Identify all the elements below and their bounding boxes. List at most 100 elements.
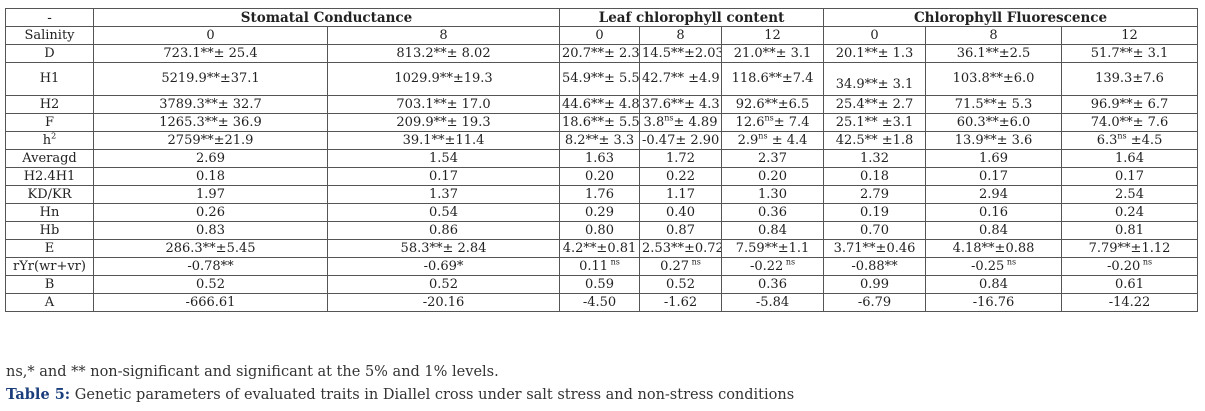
- table-cell: -6.79: [823, 293, 927, 312]
- table-cell: 0.52: [93, 275, 328, 294]
- cell-value: -0.22: [749, 258, 784, 274]
- table-cell: 1.72: [639, 149, 723, 168]
- cell-value: 0.61: [1115, 276, 1144, 292]
- table-cell: 71.5**± 5.3: [925, 95, 1063, 114]
- cell-value: 0.20: [758, 168, 787, 184]
- cell-value: 2.79: [860, 186, 889, 202]
- cell-value: 0.22: [666, 168, 695, 184]
- cell-value: 118.6**±7.4: [731, 71, 814, 86]
- table-row: H2 3789.3**± 32.7 703.1**± 17.0 44.6**± 4.8…: [5, 95, 1199, 114]
- table-cell: 4.2**±0.81: [559, 239, 641, 258]
- table-cell: -666.61: [93, 293, 328, 312]
- table-row: H2.4H1 0.18 0.17 0.20 0.22 0.20 0.18 0.17 0.17: [5, 167, 1199, 186]
- salinity-level: 12: [721, 26, 825, 45]
- table-cell: 0.61: [1061, 275, 1199, 294]
- table-cell: 103.8**±6.0: [925, 62, 1063, 96]
- row-label: h2: [5, 131, 94, 150]
- table-cell: 0.52: [639, 275, 723, 294]
- cell-value: -1.62: [663, 294, 698, 310]
- cell-value: 4.2**±0.81: [562, 240, 637, 256]
- cell-value: 36.1**±2.5: [956, 45, 1031, 61]
- row-label: B: [5, 275, 94, 294]
- table-cell: 74.0**± 7.6: [1061, 113, 1199, 132]
- cell-value: 103.8**±6.0: [952, 71, 1035, 86]
- table-row: KD/KR 1.97 1.37 1.76 1.17 1.30 2.79 2.94 2.54: [5, 185, 1199, 204]
- cell-value: 0.84: [979, 222, 1008, 238]
- cell-value: 0.81: [1115, 222, 1144, 238]
- table-footnote: ns,* and ** non-significant and signific…: [6, 364, 499, 380]
- table-cell: 42.5** ±1.8: [823, 131, 927, 150]
- table-row: A -666.61 -20.16 -4.50 -1.62 -5.84 -6.79 -16.76…: [5, 293, 1199, 312]
- table-cell: 1029.9**±19.3: [326, 62, 561, 96]
- table-cell: 96.9**± 6.7: [1061, 95, 1199, 114]
- row-label: H2.4H1: [5, 167, 94, 186]
- table-row: H1 5219.9**±37.1 1029.9**±19.3 54.9**± 5.5 4…: [5, 62, 1199, 96]
- table-cell: 0.81: [1061, 221, 1199, 240]
- table-cell: -20.16: [326, 293, 561, 312]
- cell-value: 0.16: [979, 204, 1008, 220]
- salinity-level: 0: [93, 26, 328, 45]
- table-cell: 21.0**± 3.1: [721, 44, 825, 63]
- cell-value: 12.6: [735, 114, 765, 130]
- table-cell: 1.17: [639, 185, 723, 204]
- table-cell: 54.9**± 5.5: [559, 62, 641, 96]
- cell-value: 0.52: [196, 276, 225, 292]
- cell-value: 2.69: [196, 150, 225, 166]
- cell-value: 1.76: [585, 186, 614, 202]
- table-cell: 34.9**± 3.1: [823, 62, 927, 96]
- table-cell: 13.9**± 3.6: [925, 131, 1063, 150]
- table-caption: Table 5: Genetic parameters of evaluated…: [6, 386, 794, 403]
- significance-superscript: ns: [764, 113, 774, 123]
- table-cell: 0.84: [925, 221, 1063, 240]
- table-cell: 1.54: [326, 149, 561, 168]
- salinity-level: 12: [1061, 26, 1199, 45]
- cell-value: 2.53**±0.72: [642, 240, 722, 256]
- table-cell: 0.70: [823, 221, 927, 240]
- cell-value: 139.3±7.6: [1095, 71, 1164, 86]
- table-cell: -4.50: [559, 293, 641, 312]
- cell-value: -4.50: [582, 294, 617, 310]
- cell-value: 0.52: [429, 276, 458, 292]
- table-row: F 1265.3**± 36.9 209.9**± 19.3 18.6**± 5.5 3…: [5, 113, 1199, 132]
- table-cell: 39.1**±11.4: [326, 131, 561, 150]
- cell-value: -666.61: [185, 294, 236, 310]
- cell-value: 0.80: [585, 222, 614, 238]
- table-cell: 2.9ns ± 4.4: [721, 131, 825, 150]
- cell-value: 0.17: [1115, 168, 1144, 184]
- cell-value: -20.16: [422, 294, 465, 310]
- table-cell: 25.4**± 2.7: [823, 95, 927, 114]
- table-cell: 703.1**± 17.0: [326, 95, 561, 114]
- significance-superscript: ns: [1117, 131, 1127, 141]
- cell-value: 0.86: [429, 222, 458, 238]
- cell-value: 0.84: [758, 222, 787, 238]
- cell-value: 0.36: [758, 276, 787, 292]
- cell-value: 2.9: [737, 132, 759, 148]
- cell-value: 0.40: [666, 204, 695, 220]
- table-cell: 2759**±21.9: [93, 131, 328, 150]
- table-row: h2 2759**±21.9 39.1**±11.4 8.2**± 3.3 -0.47±…: [5, 131, 1199, 150]
- table-row: Hb 0.83 0.86 0.80 0.87 0.84 0.70 0.84 0.81: [5, 221, 1199, 240]
- cell-value: 0.99: [860, 276, 889, 292]
- cell-value: 6.3: [1096, 132, 1118, 148]
- table-cell: 0.87: [639, 221, 723, 240]
- table-cell: 3789.3**± 32.7: [93, 95, 328, 114]
- cell-value: 1.54: [429, 150, 458, 166]
- cell-value: 813.2**± 8.02: [396, 45, 491, 61]
- table-cell: 0.24: [1061, 203, 1199, 222]
- row-label: KD/KR: [5, 185, 94, 204]
- cell-value-error: ± 4.89: [673, 114, 718, 130]
- salinity-level: 8: [925, 26, 1063, 45]
- table-cell: 0.86: [326, 221, 561, 240]
- cell-value: 0.84: [979, 276, 1008, 292]
- row-label: D: [5, 44, 94, 63]
- table-cell: 0.36: [721, 275, 825, 294]
- table-cell: -0.78**: [93, 257, 328, 276]
- cell-value: 71.5**± 5.3: [954, 96, 1033, 112]
- cell-value: 1.17: [666, 186, 695, 202]
- row-label-text: F: [44, 114, 55, 130]
- table-cell: -0.47± 2.90: [639, 131, 723, 150]
- significance-superscript: ns: [689, 257, 701, 267]
- cell-value: 0.29: [585, 204, 614, 220]
- cell-value: 1.32: [860, 150, 889, 166]
- table-cell: 209.9**± 19.3: [326, 113, 561, 132]
